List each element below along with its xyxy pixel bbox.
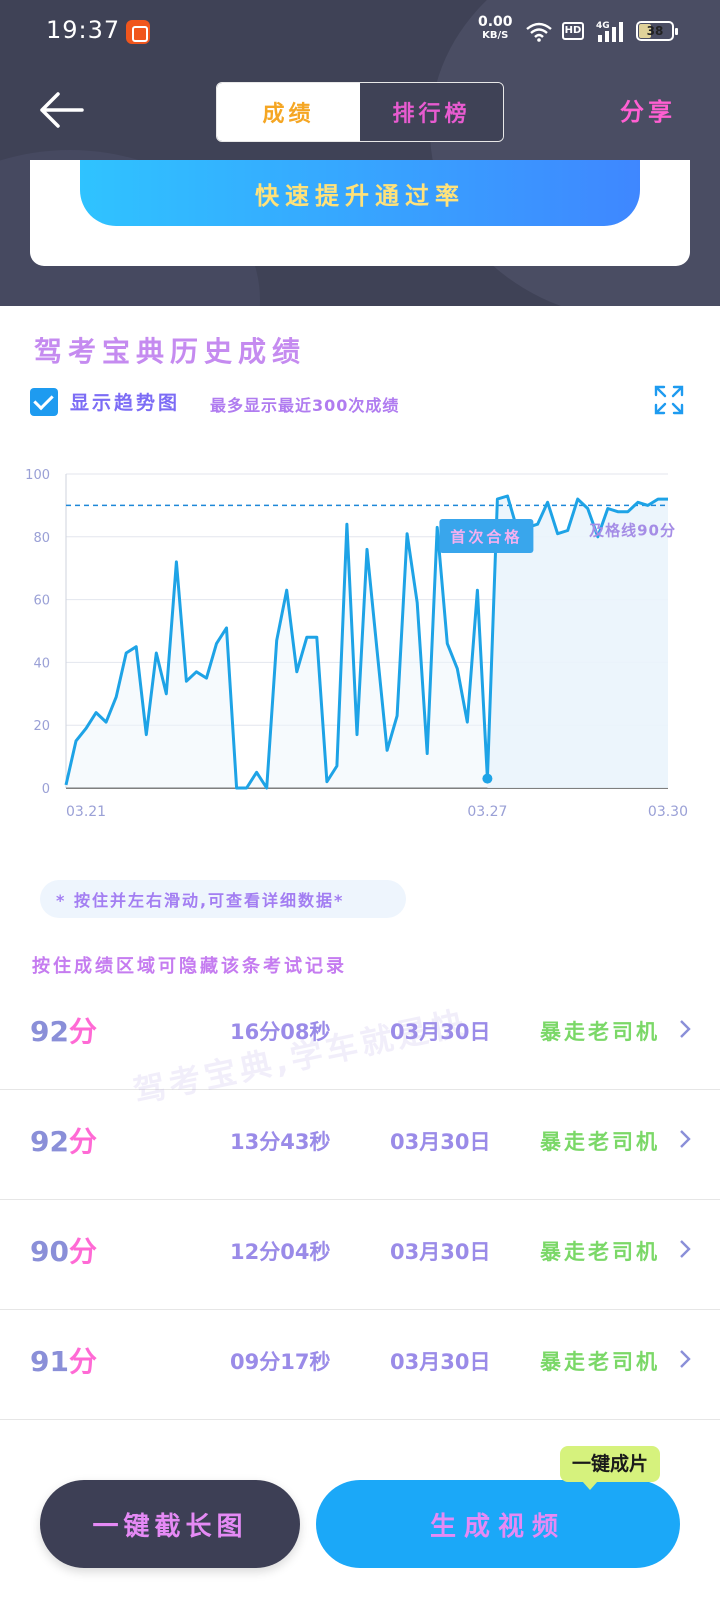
record-row[interactable]: 91分 09分17秒 03月30日 暴走老司机	[0, 1310, 720, 1420]
line-area	[66, 495, 668, 788]
score-unit: 分	[68, 1015, 97, 1048]
y-tick-label: 60	[33, 594, 50, 609]
record-list: 92分 16分08秒 03月30日 暴走老司机 驾考宝典,学车就是快 92分 1…	[0, 980, 720, 1420]
x-tick-label: 03.30	[648, 804, 688, 820]
record-date: 03月30日	[390, 1020, 491, 1044]
hd-icon: HD	[562, 22, 584, 40]
first-pass-label-box	[439, 519, 534, 553]
generate-video-button[interactable]: 生成视频	[316, 1480, 680, 1568]
promo-card: 快速提升通过率	[30, 160, 690, 266]
battery-percent: 38	[646, 24, 664, 38]
chevron-right-icon	[680, 1130, 691, 1148]
header-tab-switcher: 成绩 排行榜	[216, 82, 504, 142]
record-score: 90分	[30, 1230, 97, 1270]
score-unit: 分	[68, 1125, 97, 1158]
record-duration: 13分43秒	[230, 1130, 331, 1154]
status-time: 19:37	[46, 16, 121, 44]
network-type: 4G	[596, 21, 610, 31]
share-button[interactable]: 分享	[620, 98, 676, 126]
notification-app-icon	[126, 20, 150, 44]
record-user: 暴走老司机	[540, 1130, 660, 1154]
chevron-right-icon	[680, 1020, 691, 1038]
score-trend-chart[interactable]: 100 80 60 40 20 0 首次合格 及格线90分 03.21 03.27 03.30	[0, 460, 720, 840]
x-tick-label: 03.27	[467, 804, 507, 820]
network-speed-unit: KB/S	[482, 30, 509, 41]
signal-icon: 4G	[596, 21, 623, 42]
record-user: 暴走老司机	[540, 1240, 660, 1264]
y-tick-label: 0	[42, 782, 50, 797]
chevron-right-icon	[680, 1350, 691, 1368]
network-speed-value: 0.00	[478, 14, 513, 30]
record-duration: 12分04秒	[230, 1240, 331, 1264]
y-tick-label: 80	[33, 531, 50, 546]
score-value: 92	[30, 1125, 69, 1158]
record-duration: 16分08秒	[230, 1020, 331, 1044]
hide-record-hint: 按住成绩区域可隐藏该条考试记录	[32, 956, 347, 977]
record-duration: 09分17秒	[230, 1350, 331, 1374]
y-tick-label: 100	[25, 468, 50, 483]
one-click-video-badge: 一键成片	[560, 1446, 661, 1490]
network-speed: 0.00 KB/S	[478, 14, 513, 42]
trend-note: 最多显示最近300次成绩	[210, 396, 400, 415]
record-score: 91分	[30, 1340, 97, 1380]
score-value: 92	[30, 1015, 69, 1048]
record-row[interactable]: 90分 12分04秒 03月30日 暴走老司机	[0, 1200, 720, 1310]
record-row[interactable]: 92分 13分43秒 03月30日 暴走老司机	[0, 1090, 720, 1200]
score-value: 90	[30, 1235, 69, 1268]
record-date: 03月30日	[390, 1350, 491, 1374]
record-row[interactable]: 92分 16分08秒 03月30日 暴走老司机 驾考宝典,学车就是快	[0, 980, 720, 1111]
history-title: 驾考宝典历史成绩	[34, 335, 307, 368]
y-tick-label: 20	[33, 719, 50, 734]
record-date: 03月30日	[390, 1240, 491, 1264]
first-pass-point	[482, 773, 493, 784]
y-tick-label: 40	[33, 656, 50, 671]
x-tick-label: 03.21	[66, 804, 106, 820]
record-user: 暴走老司机	[540, 1350, 660, 1374]
pass-line-label: 及格线90分	[589, 521, 676, 539]
score-line	[64, 494, 668, 790]
status-bar: 19:37 0.00 KB/S HD 4G 38	[0, 0, 720, 64]
battery-level	[639, 24, 652, 38]
chevron-right-icon	[680, 1240, 691, 1258]
score-value: 91	[30, 1345, 69, 1378]
record-score: 92分	[30, 1010, 97, 1050]
trend-label: 显示趋势图	[70, 392, 181, 414]
trend-checkbox[interactable]	[30, 388, 58, 416]
swipe-hint: * 按住并左右滑动,可查看详细数据*	[40, 880, 406, 918]
back-arrow-icon[interactable]	[36, 88, 86, 132]
improve-pass-rate-button[interactable]: 快速提升通过率	[80, 160, 640, 226]
tab-leaderboard[interactable]: 排行榜	[360, 83, 503, 141]
record-score: 92分	[30, 1120, 97, 1160]
first-pass-label: 首次合格	[450, 528, 522, 546]
wifi-icon	[526, 22, 552, 42]
bottom-action-bar: 一键截长图 生成视频 一键成片	[0, 1446, 720, 1600]
long-screenshot-button[interactable]: 一键截长图	[40, 1480, 300, 1568]
score-unit: 分	[68, 1235, 97, 1268]
record-user: 暴走老司机	[540, 1020, 660, 1044]
score-unit: 分	[68, 1345, 97, 1378]
battery-icon: 38	[636, 21, 678, 41]
record-date: 03月30日	[390, 1130, 491, 1154]
fullscreen-icon[interactable]	[654, 385, 684, 415]
tab-scores[interactable]: 成绩	[217, 83, 360, 141]
